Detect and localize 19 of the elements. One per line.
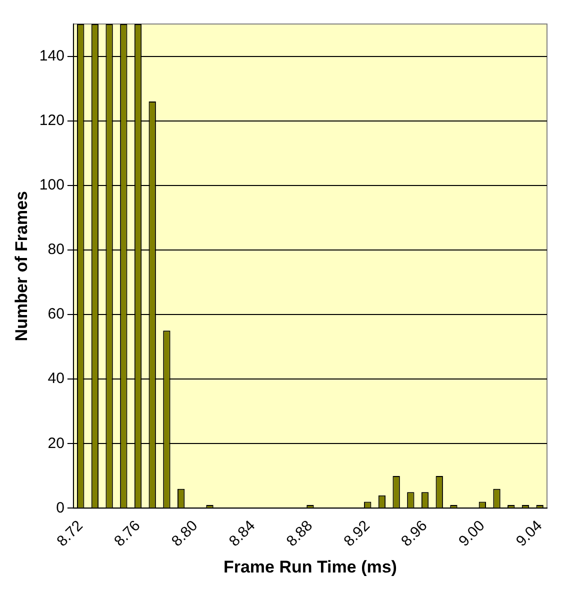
y-tick-label: 100 — [39, 176, 64, 194]
y-tick-label: 120 — [39, 112, 64, 129]
x-tick-label: 8.92 — [340, 517, 374, 550]
y-tick-label: 20 — [48, 434, 64, 452]
y-tick-label: 60 — [48, 306, 64, 323]
x-tick-label: 9.00 — [456, 517, 488, 550]
x-tick-label: 9.04 — [512, 517, 546, 550]
x-tick-label: 8.72 — [54, 517, 86, 550]
x-tick-label: 8.88 — [283, 517, 316, 550]
y-tick-label: 0 — [56, 499, 64, 516]
x-axis-title: Frame Run Time (ms) — [223, 557, 397, 576]
x-tick-label: 8.96 — [398, 517, 431, 550]
x-tick-label: 8.80 — [168, 517, 202, 550]
y-tick-label: 40 — [48, 370, 64, 388]
x-tick-label: 8.84 — [226, 517, 259, 550]
y-axis-title: Number of Frames — [12, 191, 31, 342]
y-tick-label: 80 — [48, 241, 64, 258]
y-tick-label: 140 — [39, 47, 64, 64]
x-tick-label: 8.76 — [111, 517, 144, 550]
